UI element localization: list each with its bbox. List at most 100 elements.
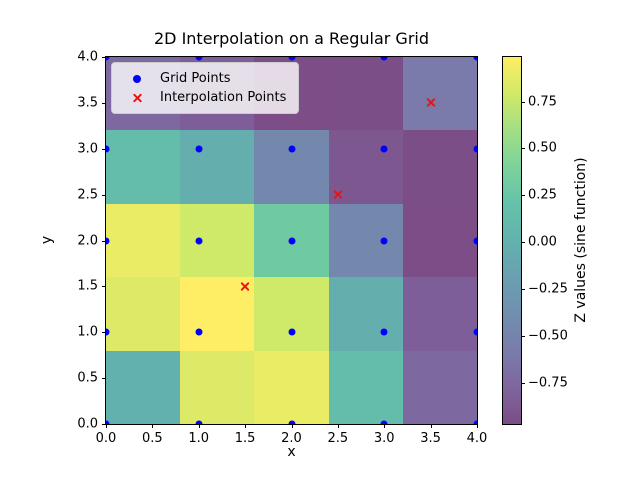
x-tick-label: 3.5 (420, 431, 441, 446)
heatmap-cell (180, 130, 255, 204)
colorbar-tick-mark (521, 101, 525, 103)
heatmap-cell (402, 350, 477, 424)
grid-point-marker (473, 57, 477, 61)
colorbar-tick-label: 0.25 (528, 187, 557, 203)
grid-point-marker (380, 420, 388, 424)
colorbar: 0.75 0.50 0.25 0.00 −0.25 −0.50 −0.75 (502, 56, 568, 425)
x-tick-mark (337, 424, 339, 428)
y-tick-mark (102, 378, 106, 380)
heatmap-cell (106, 203, 181, 278)
plot-area: Grid Points Interpolation Points 0.0 0.5 1… (77, 50, 487, 447)
heatmap-cell (328, 350, 403, 424)
colorbar-tick-label: −0.75 (528, 375, 568, 391)
x-tick-mark (198, 424, 200, 428)
x-tick-mark (245, 424, 247, 428)
legend: Grid Points Interpolation Points (111, 62, 299, 114)
chart-title: 2D Interpolation on a Regular Grid (153, 29, 429, 48)
grid-point-marker (106, 420, 110, 424)
y-tick-label: 4.0 (77, 49, 98, 65)
y-tick-label: 3.5 (77, 95, 98, 111)
grid-point-marker (195, 57, 203, 61)
grid-point-marker (106, 237, 110, 244)
grid-point-marker (380, 237, 388, 244)
heatmap-cell (180, 203, 255, 278)
grid-point-marker (473, 420, 477, 424)
grid-point-marker (473, 145, 477, 153)
legend-label: Grid Points (160, 71, 231, 86)
legend-item-grid-points: Grid Points (124, 69, 288, 88)
grid-point-marker (106, 328, 110, 336)
x-tick-label: 1.0 (188, 431, 210, 446)
x-tick-mark (106, 424, 107, 428)
colorbar-tick-mark (521, 242, 525, 244)
colorbar-tick-mark (521, 335, 525, 337)
x-tick-label: 0.5 (142, 431, 163, 446)
heatmap-cell (180, 350, 255, 424)
grid-point-marker-icon (124, 74, 150, 83)
y-tick-mark (102, 148, 106, 150)
heatmap-cell (106, 350, 181, 424)
red-x-icon (133, 93, 142, 102)
colorbar-tick-mark (521, 382, 525, 384)
colorbar-tick-label: −0.50 (528, 328, 568, 344)
grid-point-marker (473, 237, 477, 244)
grid-point-marker (288, 237, 295, 244)
interpolation-marker-icon (124, 93, 150, 102)
blue-dot-icon (133, 74, 141, 83)
grid-point-marker (195, 328, 203, 336)
y-tick-label: 1.5 (77, 278, 98, 294)
x-tick-label: 2.0 (281, 431, 302, 446)
heatmap-cell (106, 130, 181, 204)
heatmap-cell (328, 277, 403, 351)
y-tick-label: 2.5 (77, 187, 98, 203)
heatmap-cell (328, 203, 403, 278)
y-tick-mark (102, 424, 106, 425)
x-tick-label: 3.0 (373, 431, 395, 446)
heatmap-cell (254, 130, 329, 204)
x-tick-mark (291, 424, 293, 428)
y-tick-mark (102, 332, 106, 334)
y-tick-label: 0.5 (77, 370, 98, 386)
heatmap-cell (402, 277, 477, 351)
y-axis-label: y (39, 235, 55, 245)
interpolation-point-marker (426, 98, 435, 107)
x-tick-mark (152, 424, 154, 428)
colorbar-tick-mark (521, 288, 525, 290)
colorbar-tick-label: 0.75 (528, 94, 557, 110)
grid-point-marker (288, 57, 295, 61)
colorbar-tick-label: 0.00 (528, 234, 557, 250)
x-tick-label: 1.5 (234, 431, 256, 446)
heatmap-cell (254, 277, 329, 351)
colorbar-label: Z values (sine function) (573, 157, 589, 323)
heatmap-cell (106, 277, 181, 351)
y-tick-mark (102, 57, 106, 58)
grid-point-marker (195, 237, 203, 244)
legend-label: Interpolation Points (160, 90, 287, 105)
x-tick-label: 2.5 (327, 431, 349, 446)
x-tick-label: 0.0 (95, 431, 117, 446)
y-tick-mark (102, 240, 106, 242)
grid-point-marker (380, 57, 388, 61)
y-tick-mark (102, 194, 106, 196)
colorbar-tick-mark (521, 195, 525, 197)
grid-point-marker (195, 420, 203, 424)
x-tick-label: 4.0 (466, 431, 488, 446)
grid-point-marker (106, 145, 110, 153)
grid-point-marker (288, 145, 295, 153)
heatmap-cell (328, 57, 403, 131)
grid-point-marker (288, 420, 295, 424)
y-tick-label: 2.0 (77, 233, 98, 248)
grid-point-marker (380, 145, 388, 153)
heatmap-cell (402, 130, 477, 204)
heatmap-cell (254, 350, 329, 424)
y-tick-mark (102, 286, 106, 288)
grid-point-marker (380, 328, 388, 336)
colorbar-tick-mark (521, 148, 525, 150)
grid-point-marker (195, 145, 203, 153)
x-axis-label: x (287, 444, 296, 460)
x-tick-mark (430, 424, 432, 428)
colorbar-tick-label: 0.50 (528, 140, 557, 156)
y-tick-label: 3.0 (77, 141, 98, 157)
heatmap-cell (402, 203, 477, 278)
